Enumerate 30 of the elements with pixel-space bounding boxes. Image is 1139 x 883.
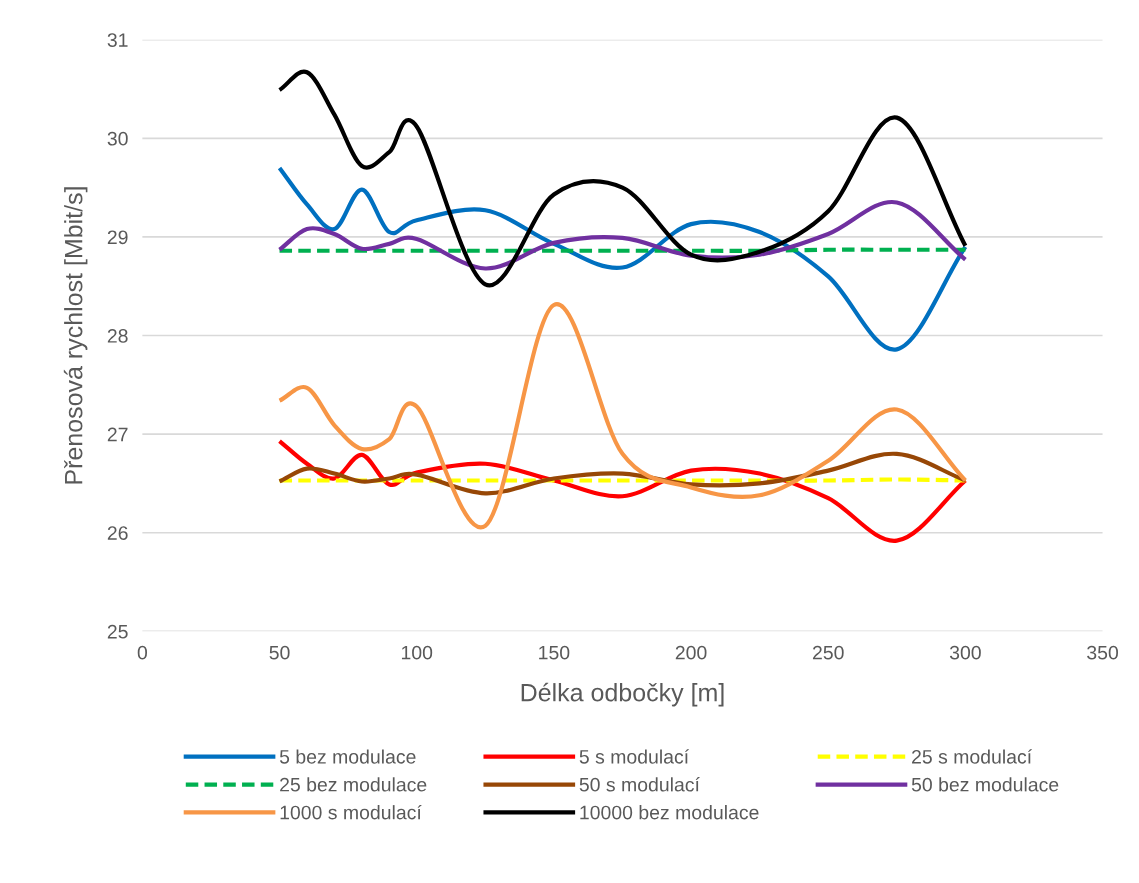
x-tick-label: 200 xyxy=(675,645,707,660)
legend-label: 25 bez modulace xyxy=(280,777,427,792)
line-series xyxy=(277,70,968,287)
x-tick-label: 250 xyxy=(812,645,844,660)
y-tick-label: 25 xyxy=(107,624,128,639)
x-axis-title: Délka odbočky [m] xyxy=(521,682,724,707)
line-series xyxy=(277,200,968,271)
legend-label: 10000 bez modulace xyxy=(580,805,759,820)
y-axis-title: Přenosová rychlost [Mbit/s] xyxy=(63,187,88,484)
line-series xyxy=(277,165,968,352)
y-tick-label: 27 xyxy=(107,427,128,442)
legend-label: 1000 s modulací xyxy=(280,804,422,820)
y-tick-label: 31 xyxy=(107,33,128,47)
y-tick-label: 30 xyxy=(107,131,128,146)
legend-label: 5 bez modulace xyxy=(279,749,416,764)
legend-label: 50 bez modulace xyxy=(911,777,1059,792)
legend-label: 5 s modulací xyxy=(579,749,690,764)
y-tick-label: 29 xyxy=(107,230,128,245)
line-series xyxy=(277,302,968,528)
x-tick-label: 150 xyxy=(539,645,570,660)
y-tick-label: 28 xyxy=(107,329,128,343)
legend-label: 25 s modulací xyxy=(912,749,1033,764)
x-tick-label: 350 xyxy=(1087,645,1119,660)
y-tick-label: 26 xyxy=(107,526,128,540)
x-tick-label: 0 xyxy=(137,645,148,660)
legend-label: 50 s modulací xyxy=(579,777,700,792)
x-tick-label: 100 xyxy=(401,645,433,660)
x-tick-label: 300 xyxy=(949,645,981,660)
line-series xyxy=(277,451,968,496)
x-tick-label: 50 xyxy=(269,645,290,660)
